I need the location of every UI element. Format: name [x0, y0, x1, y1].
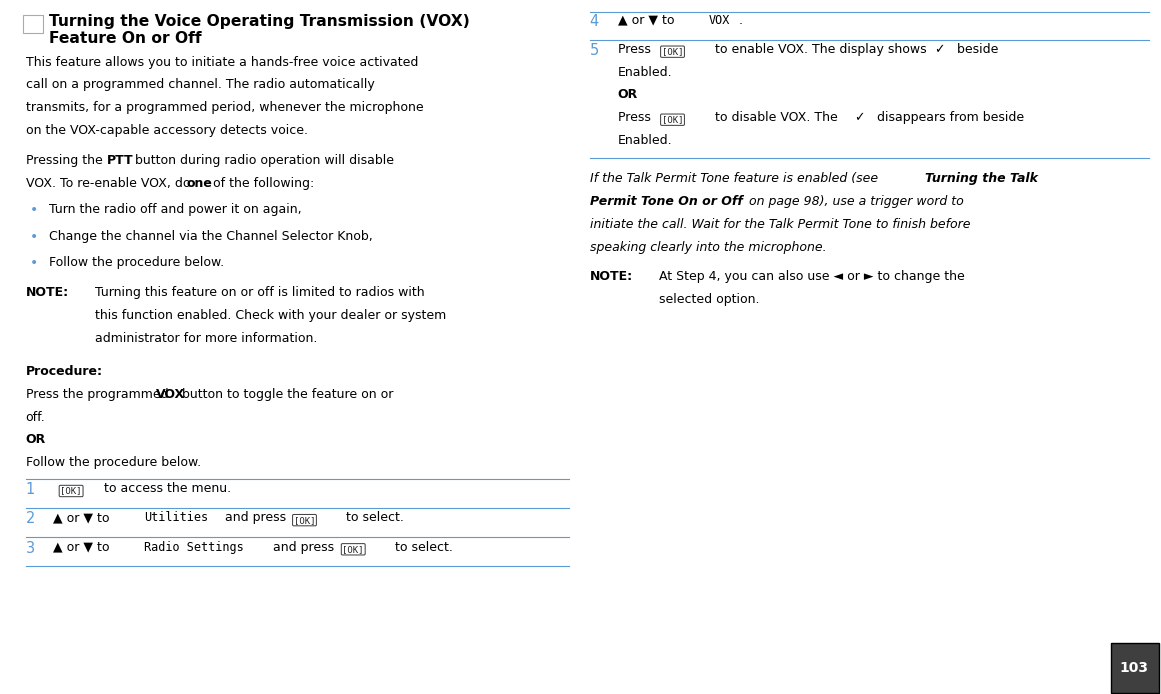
Text: 1: 1 [26, 482, 35, 498]
Text: If the Talk Permit Tone feature is enabled (see: If the Talk Permit Tone feature is enabl… [590, 172, 882, 185]
Text: ▲ or ▼ to: ▲ or ▼ to [53, 541, 114, 554]
Text: one: one [187, 177, 212, 190]
Text: ▲ or ▼ to: ▲ or ▼ to [618, 14, 678, 27]
Text: Pressing the: Pressing the [26, 154, 107, 167]
Text: Follow the procedure below.: Follow the procedure below. [26, 456, 201, 469]
Text: ✓: ✓ [854, 111, 865, 124]
Text: 4: 4 [590, 14, 599, 29]
Text: OR: OR [618, 88, 637, 101]
Text: disappears from beside: disappears from beside [873, 111, 1024, 124]
Text: speaking clearly into the microphone.: speaking clearly into the microphone. [590, 241, 827, 254]
Text: and press: and press [269, 541, 339, 554]
Text: •: • [30, 230, 38, 244]
Text: [OK]: [OK] [294, 516, 316, 525]
Text: Turning this feature on or off is limited to radios with: Turning this feature on or off is limite… [95, 286, 425, 299]
Text: PTT: PTT [107, 154, 134, 167]
Text: administrator for more information.: administrator for more information. [95, 332, 318, 345]
Text: selected option.: selected option. [659, 293, 760, 306]
Text: VOX: VOX [708, 14, 729, 27]
Text: Feature On or Off: Feature On or Off [49, 31, 201, 46]
Text: to select.: to select. [391, 541, 453, 554]
Text: .: . [738, 14, 742, 27]
Text: off.: off. [26, 411, 45, 424]
Text: call on a programmed channel. The radio automatically: call on a programmed channel. The radio … [26, 78, 374, 92]
Text: Permit Tone On or Off: Permit Tone On or Off [590, 195, 743, 208]
Text: 103: 103 [1120, 661, 1148, 675]
Text: beside: beside [953, 43, 998, 56]
Text: Follow the procedure below.: Follow the procedure below. [49, 256, 224, 269]
Text: [OK]: [OK] [60, 486, 82, 496]
Text: this function enabled. Check with your dealer or system: this function enabled. Check with your d… [95, 309, 447, 322]
Text: Press: Press [618, 111, 655, 124]
Text: [OK]: [OK] [662, 115, 684, 124]
Text: transmits, for a programmed period, whenever the microphone: transmits, for a programmed period, when… [26, 101, 423, 115]
Text: ▲ or ▼ to: ▲ or ▼ to [53, 511, 114, 525]
Text: •: • [30, 256, 38, 270]
Text: ✓: ✓ [935, 43, 945, 56]
Text: to access the menu.: to access the menu. [104, 482, 231, 496]
Text: 5: 5 [590, 43, 599, 58]
Text: Turn the radio off and power it on again,: Turn the radio off and power it on again… [49, 203, 305, 217]
Text: 2: 2 [26, 511, 35, 527]
Text: initiate the call. Wait for the Talk Permit Tone to finish before: initiate the call. Wait for the Talk Per… [590, 218, 971, 231]
Text: Enabled.: Enabled. [618, 66, 672, 79]
Text: VOX. To re-enable VOX, do: VOX. To re-enable VOX, do [26, 177, 194, 190]
Text: 3: 3 [26, 541, 35, 556]
Text: Turning the Voice Operating Transmission (VOX): Turning the Voice Operating Transmission… [49, 14, 470, 29]
Text: This feature allows you to initiate a hands-free voice activated: This feature allows you to initiate a ha… [26, 56, 418, 69]
Text: •: • [30, 203, 38, 217]
Text: Utilities: Utilities [144, 511, 208, 525]
Text: to enable VOX. The display shows: to enable VOX. The display shows [711, 43, 930, 56]
Text: on the VOX-capable accessory detects voice.: on the VOX-capable accessory detects voi… [26, 124, 308, 137]
Text: on page 98), use a trigger word to: on page 98), use a trigger word to [745, 195, 964, 208]
Text: OR: OR [26, 433, 45, 446]
Text: Procedure:: Procedure: [26, 365, 102, 378]
FancyBboxPatch shape [23, 15, 43, 33]
Text: NOTE:: NOTE: [26, 286, 68, 299]
Text: button to toggle the feature on or: button to toggle the feature on or [178, 388, 394, 401]
Text: At Step 4, you can also use ◄ or ► to change the: At Step 4, you can also use ◄ or ► to ch… [659, 270, 965, 283]
FancyBboxPatch shape [1111, 643, 1159, 693]
Text: Radio Settings: Radio Settings [144, 541, 244, 554]
Text: [OK]: [OK] [662, 47, 684, 56]
Text: NOTE:: NOTE: [590, 270, 633, 283]
Text: Turning the Talk: Turning the Talk [925, 172, 1038, 185]
Text: VOX: VOX [156, 388, 185, 401]
Text: Change the channel via the Channel Selector Knob,: Change the channel via the Channel Selec… [49, 230, 376, 243]
Text: Enabled.: Enabled. [618, 134, 672, 147]
Text: [OK]: [OK] [342, 545, 365, 554]
Text: to disable VOX. The: to disable VOX. The [711, 111, 842, 124]
Text: and press: and press [221, 511, 290, 525]
Text: Press the programmed: Press the programmed [26, 388, 172, 401]
Text: to select.: to select. [342, 511, 404, 525]
Text: Press: Press [618, 43, 655, 56]
Text: button during radio operation will disable: button during radio operation will disab… [131, 154, 395, 167]
Text: of the following:: of the following: [209, 177, 315, 190]
